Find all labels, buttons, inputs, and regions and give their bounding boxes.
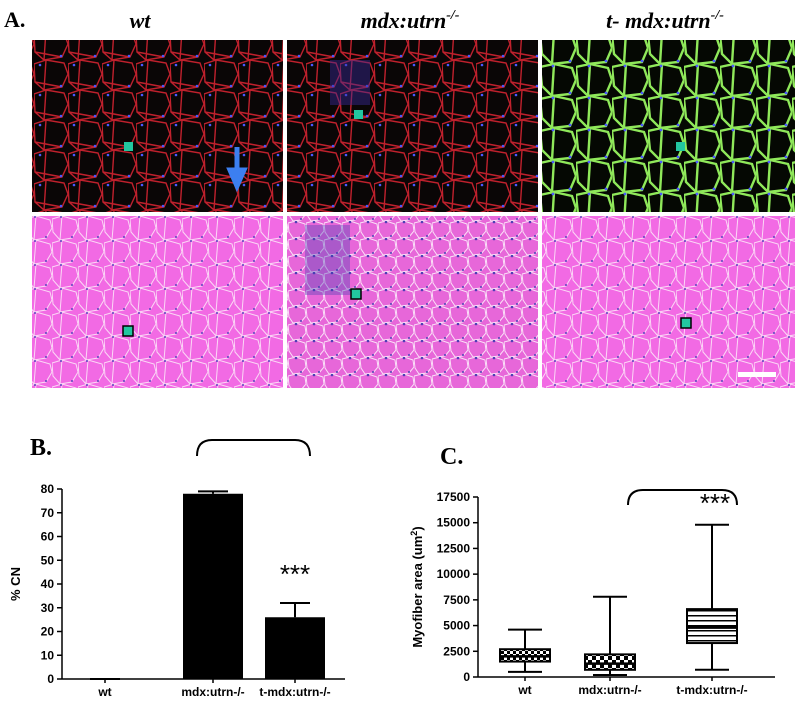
y-tick-label: 30 xyxy=(41,601,55,615)
y-tick-label: 40 xyxy=(41,577,55,591)
column-header: wt xyxy=(130,8,152,33)
bracket xyxy=(196,439,311,457)
micrograph xyxy=(32,216,283,388)
column-headers: wt mdx:utrn-/- t- mdx:utrn-/- xyxy=(130,8,725,33)
markers xyxy=(122,110,692,337)
y-tick-label: 0 xyxy=(463,670,470,684)
annotation: *** xyxy=(700,488,730,518)
y-axis-label-sup: 2 xyxy=(409,531,419,536)
y-tick-label: 80 xyxy=(41,482,55,496)
marker xyxy=(124,142,133,151)
y-axis-label-text: Myofiber area (um xyxy=(410,536,425,648)
y-tick-label: 20 xyxy=(41,625,55,639)
y-axis-label-end: ) xyxy=(410,526,425,530)
x-tick-label: mdx:utrn-/- xyxy=(578,683,641,697)
box xyxy=(686,608,738,645)
panel-label: C. xyxy=(440,444,463,470)
y-tick-label: 60 xyxy=(41,530,55,544)
error-bar xyxy=(280,602,310,618)
bar xyxy=(265,617,325,679)
infiltrate xyxy=(330,60,370,105)
micrograph xyxy=(287,216,538,388)
column-header: t- mdx:utrn-/- xyxy=(606,8,724,33)
error-bar xyxy=(198,490,228,494)
whisker xyxy=(695,523,729,671)
micrograph xyxy=(542,216,795,388)
x-tick-label: t-mdx:utrn-/- xyxy=(676,683,747,697)
y-tick-label: 70 xyxy=(41,506,55,520)
micrograph xyxy=(542,40,795,212)
scale-bar xyxy=(738,372,776,377)
panel-label: A. xyxy=(4,7,25,32)
micrograph xyxy=(287,40,538,212)
micrographs xyxy=(32,40,795,388)
y-tick-label: 7500 xyxy=(443,593,470,607)
marker xyxy=(350,288,362,300)
y-tick-label: 5000 xyxy=(443,619,470,633)
x-tick-label: wt xyxy=(97,685,111,699)
y-tick-label: 10 xyxy=(41,648,55,662)
y-tick-label: 17500 xyxy=(437,490,471,504)
arrow xyxy=(226,147,248,193)
y-tick-label: 15000 xyxy=(437,516,471,530)
y-tick-label: 10000 xyxy=(437,567,471,581)
x-tick-label: wt xyxy=(517,683,531,697)
x-tick-label: t-mdx:utrn-/- xyxy=(259,685,330,699)
infiltrate xyxy=(305,225,350,295)
annotation: *** xyxy=(280,559,310,589)
bar xyxy=(183,493,243,679)
panel-label: B. xyxy=(30,435,52,461)
marker xyxy=(676,142,685,151)
marker xyxy=(354,110,363,119)
y-tick-label: 50 xyxy=(41,553,55,567)
y-tick-label: 12500 xyxy=(437,541,471,555)
marker xyxy=(122,325,134,337)
marker xyxy=(680,317,692,329)
y-axis-label-text: % CN xyxy=(8,567,23,601)
x-tick-label: mdx:utrn-/- xyxy=(181,685,244,699)
y-axis-label: % CN xyxy=(8,567,23,601)
micrograph xyxy=(32,40,283,212)
column-header: mdx:utrn-/- xyxy=(361,8,460,33)
y-axis-label: Myofiber area (um2) xyxy=(409,526,425,647)
y-tick-label: 0 xyxy=(47,672,54,686)
bracket xyxy=(627,489,738,506)
y-tick-label: 2500 xyxy=(443,644,470,658)
box xyxy=(584,653,636,671)
